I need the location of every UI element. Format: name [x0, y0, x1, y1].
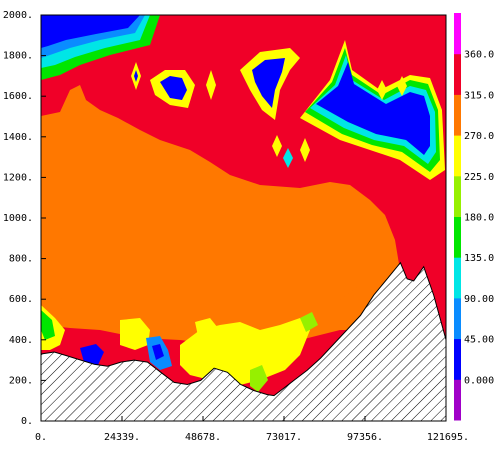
diamond-1-inner — [134, 70, 138, 82]
colorbar-swatch — [454, 135, 461, 177]
colorbar-label: 135.0 — [464, 253, 494, 264]
colorbar-label: 0.000 — [464, 375, 494, 386]
colorbar: 0.000 45.00 90.00 135.0 180.0 225.0 270.0 315.0… — [454, 13, 494, 421]
diamond-5 — [300, 138, 310, 162]
colorbar-swatch — [454, 13, 461, 55]
region-orange — [41, 85, 400, 350]
colorbar-swatch — [454, 379, 461, 421]
diamond-2 — [206, 70, 216, 100]
diamond-3 — [272, 135, 282, 157]
colorbar-swatch — [454, 175, 461, 217]
colorbar-swatch — [454, 297, 461, 340]
x-tick-label: 121695. — [427, 432, 469, 443]
colorbar-label: 225.0 — [464, 172, 494, 183]
x-tick-label: 97356. — [347, 432, 383, 443]
y-tick-label: 1400. — [3, 132, 33, 143]
region-red-tongue — [360, 185, 446, 280]
colorbar-label: 180.0 — [464, 213, 494, 224]
y-tick-label: 1200. — [3, 172, 33, 183]
region-blob-2 — [252, 58, 285, 108]
region-blue-tr — [316, 62, 430, 155]
terrain-hatched — [41, 261, 446, 421]
y-tick-label: 400. — [9, 335, 33, 346]
region-blue-low-3 — [152, 344, 164, 360]
x-axis: 0. 24339. 48678. 73017. 97356. 121695. — [35, 416, 469, 443]
contour-fields — [41, 15, 446, 421]
y-tick-label: 600. — [9, 294, 33, 305]
colorbar-swatch — [454, 338, 461, 380]
y-tick-label: 2000. — [3, 10, 33, 21]
y-tick-label: 1800. — [3, 51, 33, 62]
colorbar-label: 45.00 — [464, 335, 494, 346]
y-axis: 0. 200. 400. 600. 800. 1000. 1200. 1400. 1600. 18… — [3, 10, 46, 427]
region-blob-1 — [160, 76, 187, 100]
colorbar-swatch — [454, 94, 461, 136]
y-tick-label: 1600. — [3, 91, 33, 102]
region-yellow-2 — [120, 318, 150, 350]
colorbar-label: 315.0 — [464, 90, 494, 101]
y-tick-label: 0. — [21, 416, 33, 427]
region-blue-low-1 — [80, 344, 104, 365]
colorbar-swatch — [454, 216, 461, 258]
colorbar-label: 270.0 — [464, 131, 494, 142]
colorbar-label: 90.00 — [464, 294, 494, 305]
region-yellow-3 — [195, 318, 218, 338]
y-tick-label: 1000. — [3, 213, 33, 224]
diamond-6 — [377, 80, 387, 100]
y-tick-label: 800. — [9, 254, 33, 265]
region-green-2 — [250, 365, 268, 392]
region-green-1 — [41, 310, 55, 340]
x-tick-label: 48678. — [185, 432, 221, 443]
x-tick-label: 24339. — [104, 432, 140, 443]
region-blue-tl — [41, 15, 140, 48]
region-green-3 — [300, 312, 318, 332]
colorbar-swatch — [454, 257, 461, 299]
x-tick-label: 0. — [35, 432, 47, 443]
y-tick-label: 200. — [9, 375, 33, 386]
x-tick-label: 73017. — [266, 432, 302, 443]
colorbar-swatch — [454, 53, 461, 95]
diamond-7 — [397, 76, 407, 96]
diamond-4 — [283, 148, 293, 168]
colorbar-label: 360.0 — [464, 50, 494, 61]
